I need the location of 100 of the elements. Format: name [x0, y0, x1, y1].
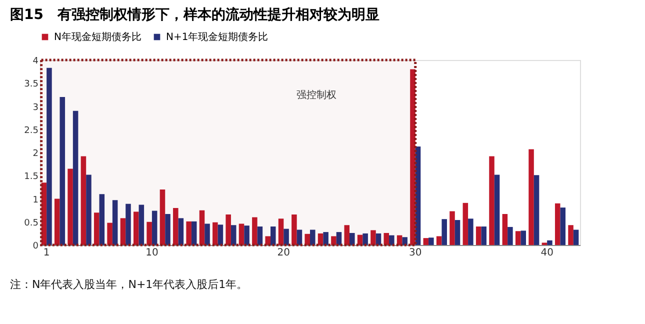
bar: [46, 68, 52, 245]
bar: [278, 218, 284, 245]
bar: [244, 226, 250, 245]
bar: [336, 232, 342, 245]
bar: [494, 174, 500, 245]
x-tick-label: 30: [409, 248, 422, 258]
bar: [212, 222, 218, 245]
bar: [502, 214, 508, 245]
bar: [86, 174, 92, 245]
bar: [186, 221, 192, 245]
y-tick-label: 3: [32, 102, 38, 113]
bar: [126, 204, 131, 245]
bar: [344, 225, 350, 245]
bar: [160, 190, 166, 245]
bar: [292, 214, 297, 245]
bar: [72, 110, 78, 245]
bar: [554, 203, 560, 245]
bar: [134, 212, 139, 245]
bar: [396, 235, 402, 245]
legend-label: N年现金短期债务比: [54, 31, 142, 43]
y-tick-label: 0: [32, 242, 39, 252]
bar: [310, 230, 316, 245]
bar: [284, 228, 289, 245]
bar: [489, 156, 494, 245]
bar: [476, 226, 482, 245]
y-tick-label: 2: [32, 149, 38, 159]
bar: [528, 149, 534, 245]
bar: [138, 204, 144, 245]
bar: [80, 156, 86, 245]
bar: [468, 218, 474, 245]
bar: [60, 97, 66, 245]
bar: [410, 69, 416, 245]
bar: [520, 230, 526, 245]
bar: [376, 233, 382, 245]
bar: [252, 217, 258, 245]
x-tick-label: 10: [146, 248, 158, 258]
bar: [547, 240, 552, 245]
bar: [436, 236, 442, 245]
bar: [442, 219, 447, 245]
bar: [304, 234, 310, 245]
bar: [173, 208, 178, 245]
bar: [191, 221, 197, 245]
y-tick-label: 4: [32, 56, 39, 66]
bar: [41, 182, 47, 245]
bar: [204, 224, 210, 245]
legend-label: N+1年现金短期债务比: [166, 31, 268, 43]
bar: [178, 218, 184, 245]
bar: [481, 226, 486, 245]
bar: [94, 212, 100, 245]
bar: [296, 230, 302, 245]
bar: [257, 226, 263, 245]
bar: [218, 224, 224, 245]
bar: [323, 232, 328, 245]
x-tick-label: 40: [540, 248, 554, 258]
bar: [428, 238, 434, 245]
bar: [199, 210, 205, 245]
chart-title: 图15 有强控制权情形下，样本的流动性提升相对较为明显: [10, 6, 380, 23]
bar: [568, 225, 574, 245]
bar: [165, 214, 170, 245]
bar: [318, 233, 324, 245]
bar: [534, 175, 540, 245]
bar: [265, 236, 270, 245]
bar: [99, 194, 105, 245]
bar: [560, 208, 566, 245]
bar: [107, 222, 112, 245]
y-tick-label: 1.5: [24, 172, 38, 182]
bar: [68, 168, 73, 245]
bar: [146, 222, 152, 245]
bar: [462, 202, 468, 245]
y-tick-label: 1: [32, 195, 38, 206]
bar: [120, 218, 126, 245]
text: 注：N年代表入股当年，N+1年代表入股后1年。: [10, 278, 248, 291]
bar: [454, 220, 460, 245]
bar: [384, 232, 390, 245]
bar: [423, 238, 429, 245]
bar: [573, 230, 579, 245]
bar: [508, 226, 513, 245]
bar: [331, 236, 336, 245]
bar: [415, 146, 421, 245]
x-tick-label: 20: [277, 248, 290, 258]
band-label: 强控制权: [296, 89, 337, 101]
y-tick-label: 2.5: [24, 126, 38, 136]
y-tick-label: 0.5: [24, 218, 38, 228]
bar: [152, 210, 158, 245]
bar: [357, 234, 363, 245]
bar: [370, 230, 376, 245]
y-tick-label: 3.5: [24, 80, 38, 90]
x-tick-label: 1: [43, 248, 50, 258]
bar: [350, 232, 355, 245]
bar: [238, 224, 244, 245]
bar: [270, 226, 276, 245]
bar: [402, 237, 408, 245]
bar: [389, 235, 394, 245]
bar: [54, 198, 60, 245]
bar: [515, 231, 521, 245]
bar: [362, 233, 368, 245]
bar: [112, 200, 118, 245]
bar: [226, 214, 231, 245]
bar: [450, 211, 455, 245]
bar: [230, 225, 236, 245]
